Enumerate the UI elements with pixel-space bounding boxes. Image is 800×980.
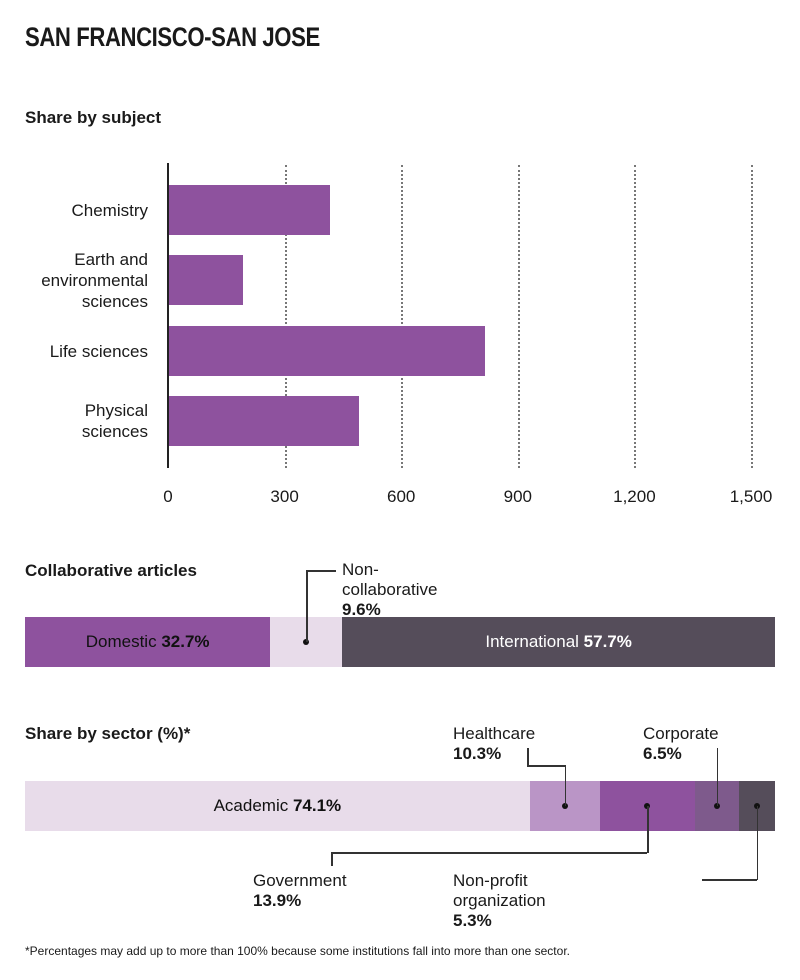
gridline: [751, 165, 753, 468]
leader-line: [331, 852, 333, 866]
y-tick-label: Chemistry: [71, 200, 148, 220]
y-tick-label: Earth and environmental sciences: [41, 249, 148, 311]
y-axis: [167, 163, 169, 468]
leader-line: [306, 570, 336, 572]
gridline: [284, 165, 287, 468]
segment-international: International 57.7%: [342, 617, 775, 667]
leader-line: [306, 570, 308, 642]
leader-line: [756, 806, 759, 880]
leader-line: [564, 765, 567, 806]
gridline: [634, 165, 637, 468]
x-tick-label: 1,500: [729, 487, 773, 506]
leader-line: [527, 748, 529, 766]
leader-line: [702, 879, 757, 881]
bar-chemistry: [169, 185, 330, 235]
bar-physical-sciences: [169, 396, 360, 446]
bar-life-sciences: [169, 326, 485, 376]
x-tick-label: 900: [503, 487, 532, 506]
leader-line: [331, 852, 648, 854]
collab-chart-title: Collaborative articles: [25, 561, 197, 580]
gridline: [401, 165, 404, 468]
segment-academic: Academic 74.1%: [25, 781, 530, 831]
segment-marker: [713, 803, 720, 809]
leader-line: [647, 806, 649, 853]
gridline: [517, 165, 520, 468]
label-corporate: Corporate 6.5%: [643, 724, 719, 763]
y-tick-label: Life sciences: [49, 341, 148, 361]
subject-chart: 0 300 600 900 1,200 1,500 Chemistry Earth and en…: [41, 163, 773, 506]
label-non-collaborative: Non-collaborative 9.6%: [342, 560, 438, 619]
footnote: *Percentages may add up to more than 100…: [25, 944, 570, 958]
bar-earth-and-environmental-sciences: [169, 255, 243, 305]
segment-marker: [303, 639, 310, 645]
y-tick-label: Physical sciences: [81, 401, 148, 441]
x-tick-label: 0: [163, 487, 173, 506]
leader-line: [527, 765, 565, 767]
label-non-profit: Non-profit organization 5.3%: [453, 871, 546, 930]
subject-chart-title: Share by subject: [25, 108, 162, 127]
x-tick-label: 300: [270, 487, 299, 506]
segment-domestic: Domestic 32.7%: [25, 617, 271, 667]
x-tick-label: 1,200: [613, 487, 656, 506]
sector-chart-title: Share by sector (%)*: [25, 724, 191, 743]
label-healthcare: Healthcare 10.3%: [453, 724, 536, 763]
x-tick-label: 600: [387, 487, 416, 506]
page-title: SAN FRANCISCO-SAN JOSE: [25, 22, 320, 52]
label-government: Government 13.9%: [253, 871, 347, 910]
leader-line: [716, 748, 719, 806]
segment-marker: [561, 803, 568, 809]
